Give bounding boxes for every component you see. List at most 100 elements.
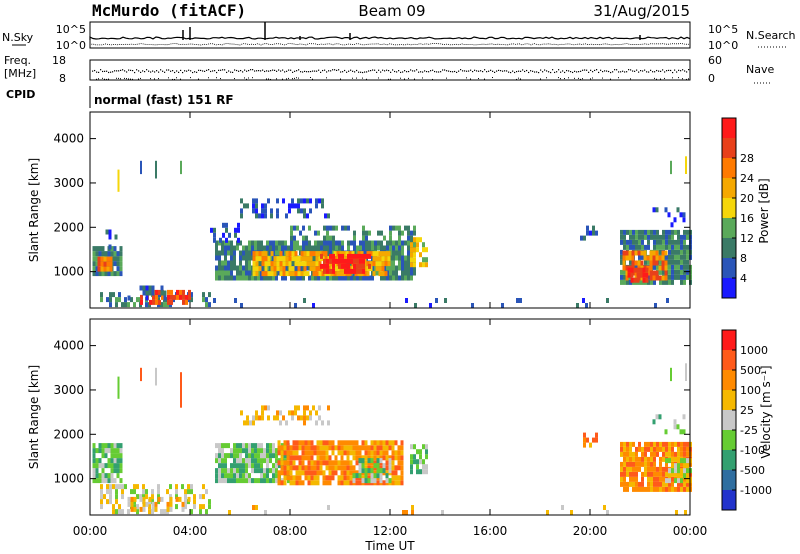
data-cell: [411, 510, 414, 515]
data-cell: [650, 446, 653, 452]
x-tick-label: 12:00: [373, 524, 408, 538]
data-cell: [376, 468, 380, 474]
data-cell: [181, 484, 184, 490]
data-cell: [389, 275, 392, 281]
nave-point: [310, 77, 311, 79]
data-cell: [222, 232, 225, 238]
data-cell: [285, 420, 288, 426]
data-cell: [656, 446, 659, 452]
data-cell: [255, 256, 259, 262]
data-cell: [248, 448, 251, 454]
data-cell: [315, 251, 319, 257]
data-cell: [353, 230, 356, 236]
nave-point: [404, 78, 405, 80]
data-cell: [353, 275, 356, 281]
data-cell: [362, 240, 365, 246]
data-cell: [266, 448, 269, 454]
colorbar-swatch: [722, 390, 736, 410]
data-cell: [258, 213, 261, 219]
data-cell: [362, 225, 365, 231]
data-cell: [282, 266, 286, 272]
data-cell: [306, 213, 309, 219]
data-cell: [407, 250, 410, 256]
data-cell: [230, 270, 233, 276]
data-cell: [202, 494, 205, 500]
data-cell: [267, 415, 270, 421]
data-cell: [635, 476, 638, 482]
data-cell: [397, 480, 401, 486]
data-cell: [626, 481, 629, 487]
data-cell: [230, 265, 233, 271]
data-cell: [686, 234, 689, 240]
data-cell: [92, 256, 96, 262]
data-cell: [97, 266, 101, 272]
data-cell: [280, 450, 284, 456]
data-cell: [361, 463, 365, 469]
data-cell: [349, 445, 353, 451]
data-cell: [240, 213, 243, 219]
data-cell: [331, 445, 335, 451]
data-cell: [395, 265, 398, 271]
data-cell: [224, 245, 227, 251]
data-cell: [373, 450, 377, 456]
data-cell: [413, 252, 416, 258]
data-cell: [647, 456, 650, 462]
data-cell: [388, 455, 392, 461]
data-cell: [364, 468, 368, 474]
data-cell: [272, 473, 275, 479]
colorbar-tick-label: -100: [740, 444, 765, 457]
data-cell: [188, 289, 191, 295]
nave-point: [518, 77, 519, 79]
data-cell: [304, 470, 308, 476]
data-cell: [224, 453, 227, 459]
freq-point: [424, 70, 426, 72]
data-cell: [329, 275, 332, 281]
data-cell: [100, 297, 103, 303]
data-cell: [623, 239, 626, 245]
data-cell: [683, 473, 686, 479]
data-cell: [347, 240, 350, 246]
freq-point: [656, 69, 658, 72]
data-cell: [316, 480, 320, 486]
data-cell: [671, 456, 674, 462]
data-cell: [647, 466, 650, 472]
data-cell: [400, 450, 404, 456]
freq-point: [556, 71, 558, 73]
data-cell: [260, 448, 263, 454]
data-cell: [350, 253, 353, 259]
data-cell: [425, 247, 428, 253]
data-cell: [341, 245, 344, 251]
data-cell: [625, 250, 629, 256]
data-cell: [107, 271, 111, 277]
freq-point: [530, 70, 532, 72]
data-cell: [329, 225, 332, 231]
freq-point: [208, 69, 210, 71]
colorbar-swatch: [722, 138, 736, 158]
data-cell: [282, 271, 286, 277]
data-cell: [304, 455, 308, 461]
data-cell: [193, 504, 196, 510]
data-cell: [674, 463, 677, 469]
data-cell: [682, 414, 686, 420]
freq-point: [264, 70, 266, 73]
data-cell: [286, 460, 290, 466]
data-cell: [170, 294, 173, 300]
data-cell: [386, 240, 389, 246]
data-cell: [116, 256, 120, 262]
data-cell: [395, 270, 398, 276]
data-cell: [176, 289, 179, 295]
data-cell: [662, 269, 665, 275]
data-cell: [649, 270, 653, 276]
data-cell: [340, 455, 344, 461]
freq-point: [364, 71, 366, 73]
data-cell: [629, 461, 632, 467]
data-cell: [338, 240, 341, 246]
data-cell: [266, 458, 269, 464]
data-cell: [371, 245, 374, 251]
freq-point: [328, 70, 330, 72]
data-cell: [276, 266, 280, 272]
freq-point: [224, 69, 226, 71]
data-cell: [629, 481, 632, 487]
data-cell: [160, 290, 164, 296]
data-cell: [104, 251, 108, 257]
